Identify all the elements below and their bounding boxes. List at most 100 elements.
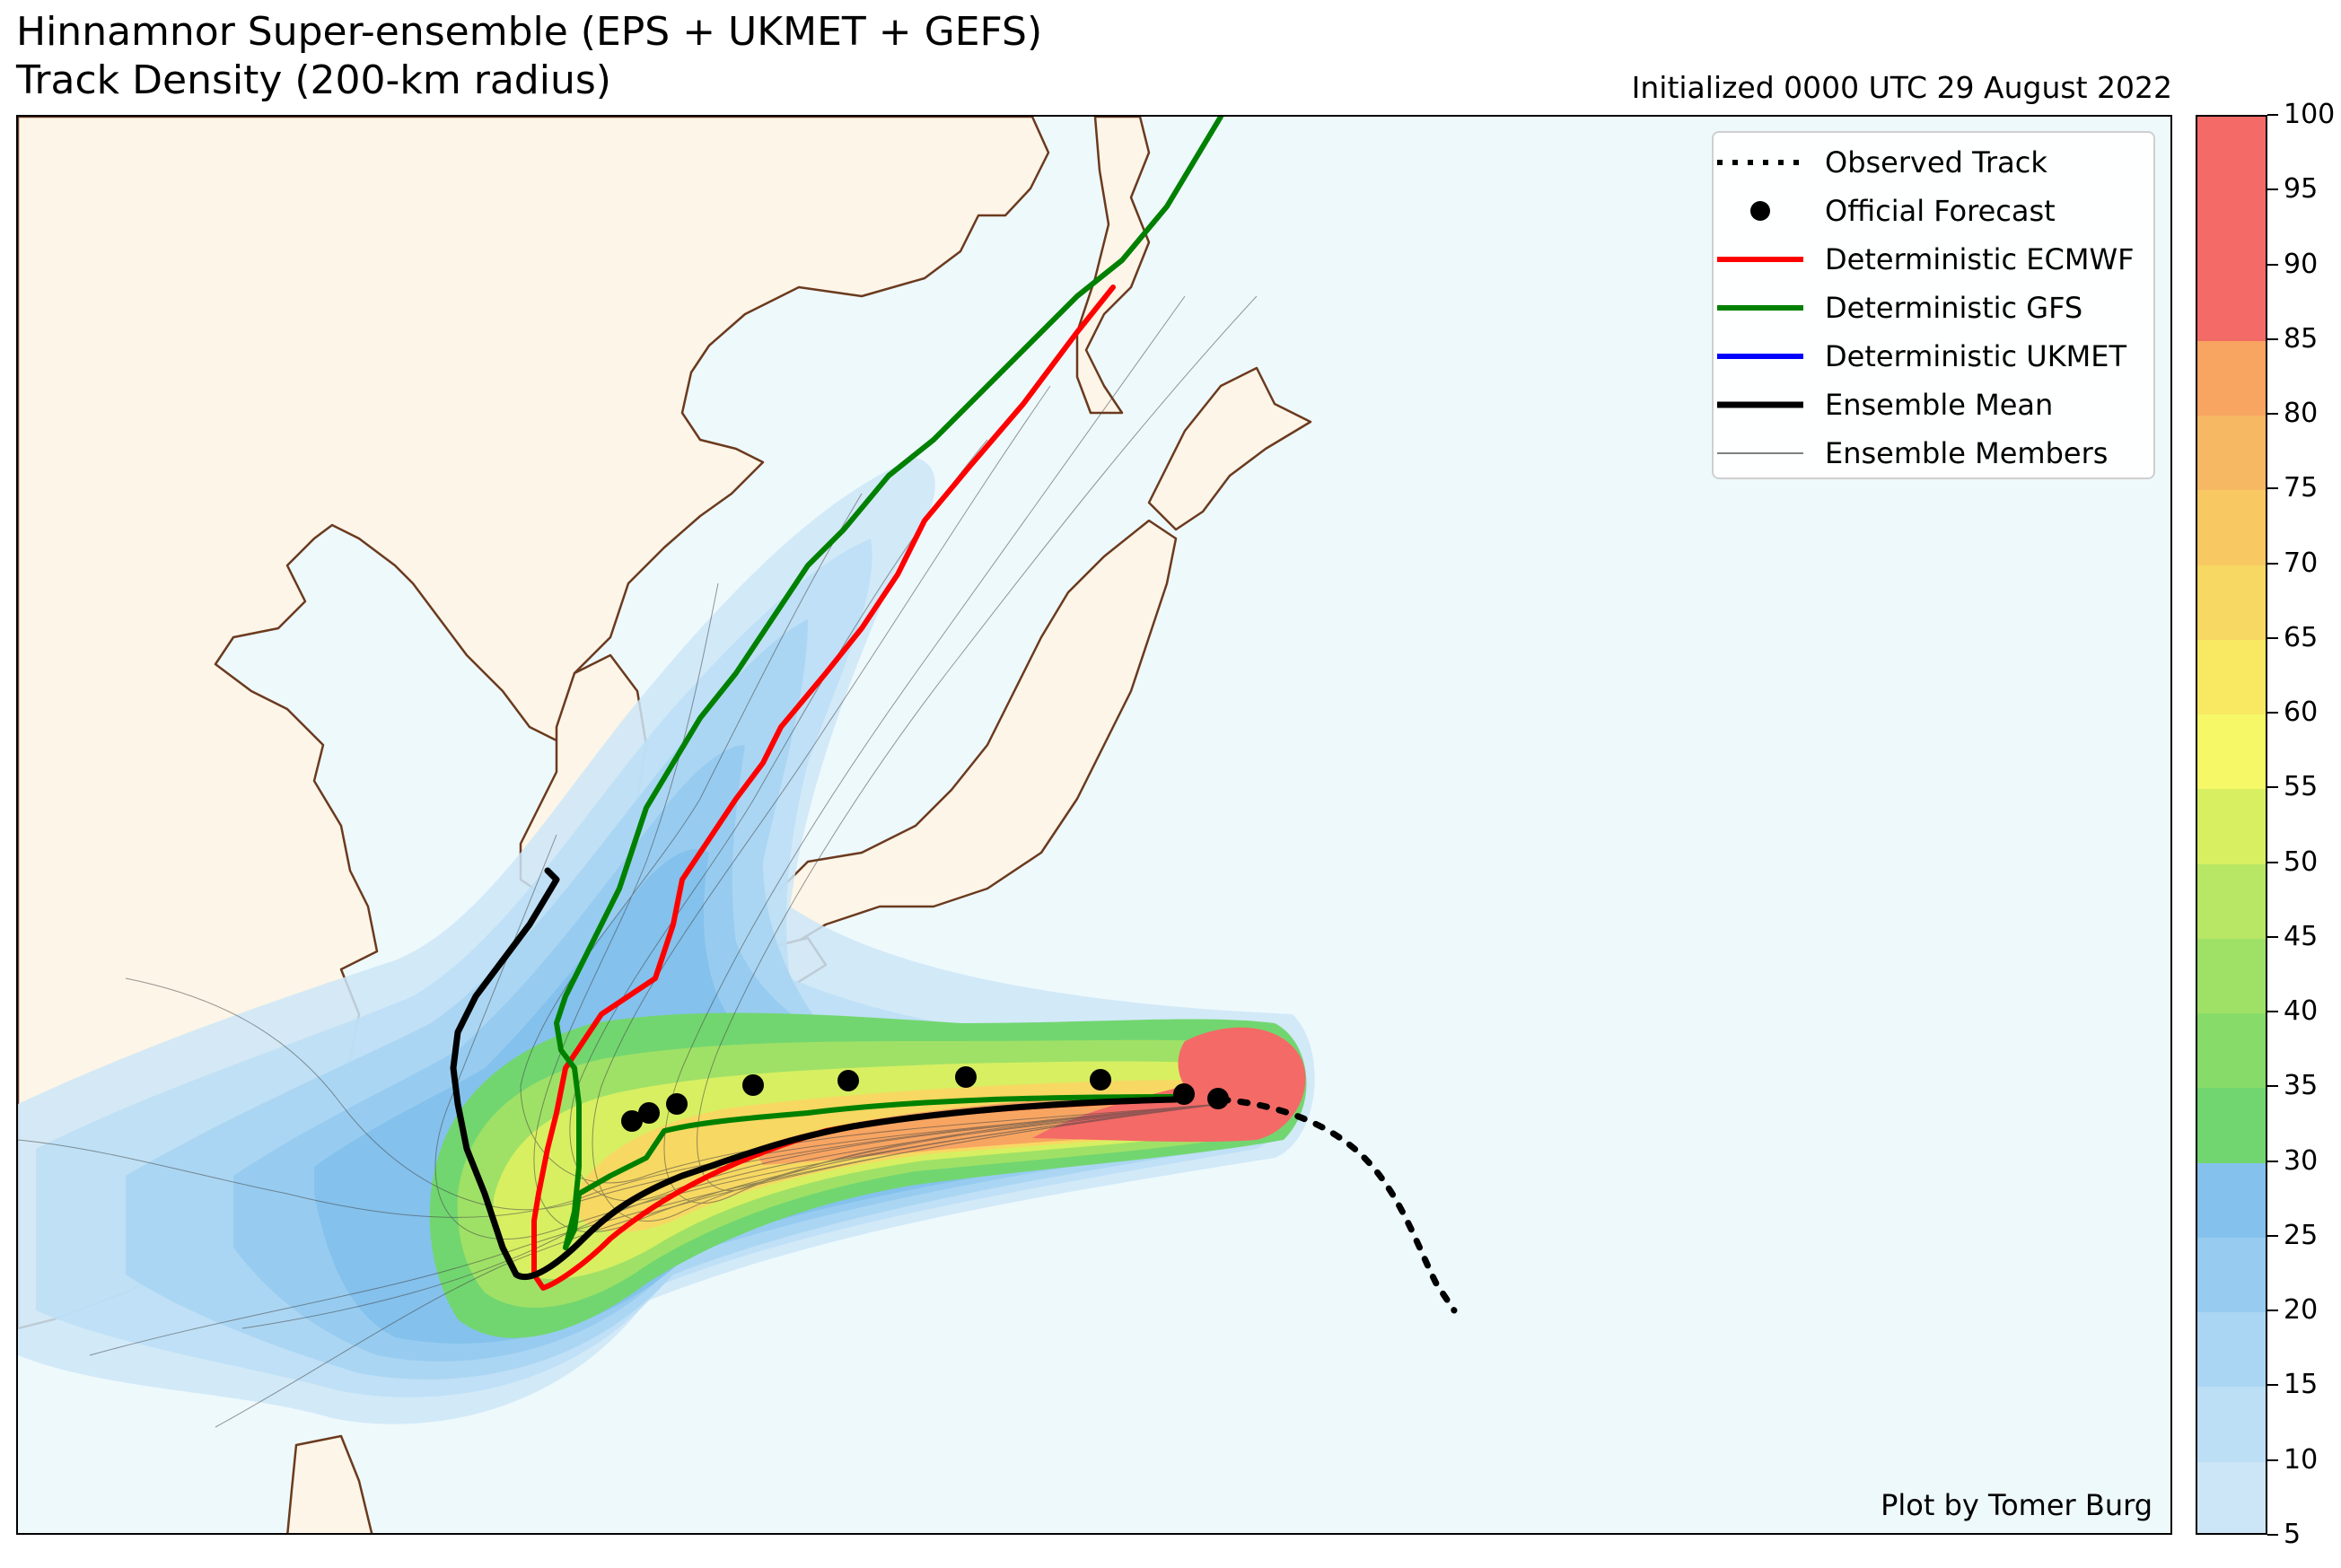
colorbar-tick-label: 15 bbox=[2284, 1369, 2319, 1401]
dot-icon bbox=[1750, 201, 1770, 221]
legend-item-ensemble-members: Ensemble Members bbox=[1714, 431, 2153, 476]
colorbar-tick bbox=[2267, 562, 2278, 565]
forecast-point bbox=[837, 1070, 859, 1091]
colorbar-tick-label: 75 bbox=[2284, 472, 2319, 504]
colorbar-tick bbox=[2267, 636, 2278, 639]
legend-label: Observed Track bbox=[1825, 145, 2047, 180]
member-track bbox=[697, 295, 1258, 1191]
colorbar-tick-label: 20 bbox=[2284, 1294, 2319, 1327]
observed-track bbox=[1217, 1096, 1458, 1314]
legend: Observed Track Official Forecast Determi… bbox=[1712, 131, 2155, 479]
colorbar-segment bbox=[2197, 1013, 2266, 1089]
member-track bbox=[125, 977, 1222, 1211]
colorbar-segment bbox=[2197, 863, 2266, 939]
ensemble-mean-track bbox=[450, 867, 1179, 1281]
colorbar-tick-label: 90 bbox=[2284, 248, 2319, 280]
colorbar-tick bbox=[2267, 861, 2278, 863]
colorbar-segment bbox=[2197, 714, 2266, 790]
colorbar-tick bbox=[2267, 1160, 2278, 1162]
colorbar-tick-label: 80 bbox=[2284, 398, 2319, 430]
colorbar-segment bbox=[2197, 1088, 2266, 1163]
colorbar-tick bbox=[2267, 935, 2278, 938]
legend-label: Ensemble Mean bbox=[1825, 388, 2054, 422]
colorbar-segment bbox=[2197, 490, 2266, 565]
gfs-track bbox=[554, 117, 1223, 1250]
colorbar-tick bbox=[2267, 263, 2278, 266]
plot-credit: Plot by Tomer Burg bbox=[1881, 1488, 2152, 1522]
colorbar-tick bbox=[2267, 487, 2278, 490]
colorbar-tick bbox=[2267, 712, 2278, 714]
colorbar-segment bbox=[2197, 1312, 2266, 1388]
colorbar-segment bbox=[2197, 117, 2266, 341]
colorbar-tick bbox=[2267, 1534, 2278, 1536]
forecast-point bbox=[955, 1066, 977, 1088]
colorbar-tick-label: 55 bbox=[2284, 771, 2319, 803]
member-track bbox=[520, 493, 1222, 1184]
black-line-icon bbox=[1717, 401, 1803, 408]
colorbar-tick-label: 35 bbox=[2284, 1070, 2319, 1102]
colorbar-segment bbox=[2197, 639, 2266, 715]
deterministic-tracks bbox=[450, 117, 1458, 1314]
forecast-point bbox=[666, 1093, 688, 1115]
colorbar-tick bbox=[2267, 114, 2278, 116]
colorbar bbox=[2196, 115, 2267, 1535]
colorbar-tick-label: 30 bbox=[2284, 1144, 2319, 1177]
colorbar-tick-label: 70 bbox=[2284, 547, 2319, 579]
member-track bbox=[663, 295, 1222, 1204]
colorbar-tick bbox=[2267, 1011, 2278, 1013]
colorbar-tick-label: 100 bbox=[2284, 99, 2336, 130]
hokkaido bbox=[1147, 366, 1312, 531]
green-line-icon bbox=[1717, 305, 1803, 311]
track-density-map: Observed Track Official Forecast Determi… bbox=[16, 115, 2172, 1535]
map-title: Hinnamnor Super-ensemble (EPS + UKMET + … bbox=[16, 9, 1043, 55]
colorbar-segment bbox=[2197, 340, 2266, 416]
colorbar-segment bbox=[2197, 565, 2266, 640]
forecast-point bbox=[742, 1074, 764, 1096]
colorbar-tick bbox=[2267, 188, 2278, 191]
colorbar-tick-label: 65 bbox=[2284, 621, 2319, 653]
colorbar-tick-label: 50 bbox=[2284, 845, 2319, 878]
colorbar-segment bbox=[2197, 1461, 2266, 1533]
legend-item-deterministic-ecmwf: Deterministic ECMWF bbox=[1714, 237, 2153, 282]
initialized-time: Initialized 0000 UTC 29 August 2022 bbox=[1631, 70, 2172, 105]
member-track bbox=[18, 1103, 1222, 1218]
colorbar-tick bbox=[2267, 1384, 2278, 1387]
colorbar-segment bbox=[2197, 1162, 2266, 1238]
forecast-point bbox=[1090, 1069, 1111, 1091]
legend-item-official-forecast: Official Forecast bbox=[1714, 188, 2153, 233]
legend-item-observed-track: Observed Track bbox=[1714, 140, 2153, 185]
colorbar-tick bbox=[2267, 337, 2278, 340]
colorbar-segment bbox=[2197, 416, 2266, 491]
member-track bbox=[592, 385, 1222, 1222]
colorbar-tick bbox=[2267, 786, 2278, 789]
legend-label: Deterministic UKMET bbox=[1825, 339, 2127, 373]
colorbar-tick-label: 5 bbox=[2284, 1519, 2302, 1550]
forecast-point bbox=[638, 1102, 660, 1124]
dotted-line-icon bbox=[1717, 160, 1803, 165]
colorbar-tick bbox=[2267, 1234, 2278, 1237]
legend-label: Deterministic GFS bbox=[1825, 291, 2083, 325]
legend-label: Ensemble Members bbox=[1825, 436, 2109, 470]
legend-label: Official Forecast bbox=[1825, 194, 2056, 228]
forecast-point bbox=[1173, 1083, 1195, 1105]
official-forecast-points bbox=[621, 1066, 1229, 1132]
legend-item-ensemble-mean: Ensemble Mean bbox=[1714, 382, 2153, 427]
forecast-point bbox=[1207, 1088, 1229, 1109]
colorbar-segment bbox=[2197, 1387, 2266, 1462]
colorbar-tick-label: 95 bbox=[2284, 173, 2319, 206]
colorbar-segment bbox=[2197, 1237, 2266, 1313]
thin-line-icon bbox=[1717, 452, 1803, 454]
legend-item-deterministic-gfs: Deterministic GFS bbox=[1714, 285, 2153, 330]
map-canvas bbox=[18, 117, 1458, 1533]
legend-label: Deterministic ECMWF bbox=[1825, 242, 2135, 276]
colorbar-segment bbox=[2197, 789, 2266, 864]
red-line-icon bbox=[1717, 257, 1803, 262]
colorbar-tick-label: 40 bbox=[2284, 995, 2319, 1028]
colorbar-tick-label: 45 bbox=[2284, 920, 2319, 952]
blue-line-icon bbox=[1717, 354, 1803, 359]
colorbar-tick-label: 10 bbox=[2284, 1443, 2319, 1476]
colorbar-tick bbox=[2267, 1085, 2278, 1088]
colorbar-tick-label: 25 bbox=[2284, 1219, 2319, 1251]
colorbar-tick bbox=[2267, 1459, 2278, 1461]
map-subtitle: Track Density (200-km radius) bbox=[16, 57, 611, 103]
